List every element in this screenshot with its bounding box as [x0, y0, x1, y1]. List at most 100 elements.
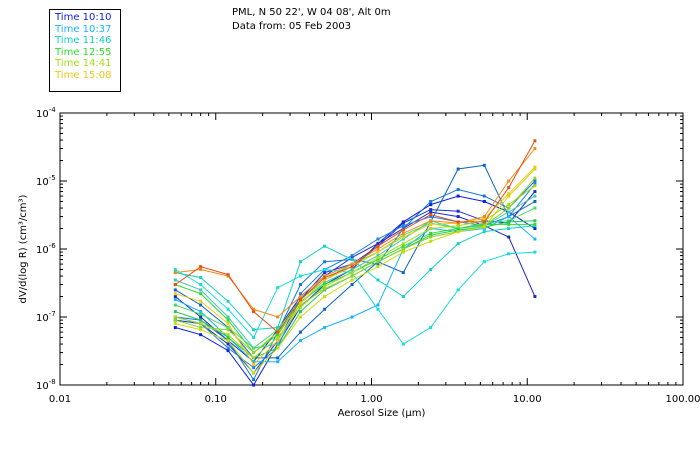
data-point — [376, 265, 380, 269]
data-point — [533, 190, 537, 194]
chart-header-date: Data from: 05 Feb 2003 — [232, 21, 352, 32]
data-point — [173, 292, 177, 296]
data-point — [482, 199, 486, 203]
data-point — [298, 274, 302, 278]
data-point — [482, 194, 486, 198]
y-tick-base: 10 — [36, 109, 49, 120]
data-point — [252, 346, 256, 350]
legend-entry: Time 15:08 — [55, 69, 112, 81]
data-point — [507, 192, 511, 196]
y-tick-base: 10 — [36, 245, 49, 256]
data-point — [533, 165, 537, 169]
data-point — [401, 228, 405, 232]
data-point — [456, 220, 460, 224]
data-point — [456, 187, 460, 191]
data-point — [199, 299, 203, 303]
data-point — [533, 182, 537, 186]
data-point — [199, 303, 203, 307]
data-point — [401, 244, 405, 248]
data-point — [298, 303, 302, 307]
data-point — [401, 235, 405, 239]
data-point — [533, 167, 537, 171]
data-point — [533, 227, 537, 231]
data-point — [429, 199, 433, 203]
data-point — [323, 274, 327, 278]
data-point — [507, 235, 511, 239]
data-point — [429, 222, 433, 226]
data-point — [252, 383, 256, 387]
data-point — [199, 318, 203, 322]
plot-frame — [59, 112, 684, 386]
data-point — [173, 267, 177, 271]
data-point — [376, 262, 380, 266]
x-tick-label: 100.00 — [666, 394, 700, 405]
data-point — [350, 274, 354, 278]
data-point — [376, 303, 380, 307]
data-point — [350, 267, 354, 271]
data-point — [401, 295, 405, 299]
data-point — [376, 260, 380, 264]
y-tick-exponent: -5 — [49, 174, 56, 182]
data-point — [350, 283, 354, 287]
data-point — [456, 242, 460, 246]
data-point — [350, 278, 354, 282]
data-point — [429, 326, 433, 330]
data-point — [173, 288, 177, 292]
data-point — [298, 283, 302, 287]
data-point — [350, 258, 354, 262]
data-point — [173, 315, 177, 319]
data-point — [507, 186, 511, 190]
data-point — [298, 330, 302, 334]
data-point — [226, 335, 230, 339]
data-point — [401, 227, 405, 231]
data-point — [226, 273, 230, 277]
legend-entry: Time 14:41 — [55, 58, 112, 69]
data-point — [199, 283, 203, 287]
data-point — [456, 215, 460, 219]
data-point — [276, 326, 280, 330]
data-point — [429, 267, 433, 271]
data-point — [482, 163, 486, 167]
data-point — [533, 219, 537, 223]
data-point — [298, 301, 302, 305]
data-point — [199, 315, 203, 319]
data-point — [507, 215, 511, 219]
data-point — [173, 303, 177, 307]
data-point — [199, 328, 203, 332]
data-point — [533, 179, 537, 183]
data-point — [276, 346, 280, 350]
data-point — [533, 176, 537, 180]
data-point — [173, 295, 177, 299]
data-point — [298, 299, 302, 303]
data-point — [252, 307, 256, 311]
data-point — [401, 250, 405, 254]
data-point — [226, 315, 230, 319]
data-point — [252, 378, 256, 382]
data-point — [252, 363, 256, 367]
x-tick-label: 0.01 — [49, 394, 71, 405]
data-point — [507, 220, 511, 224]
data-point — [482, 215, 486, 219]
data-point — [376, 278, 380, 282]
data-point — [323, 244, 327, 248]
data-point — [376, 255, 380, 259]
data-point — [276, 315, 280, 319]
data-point — [276, 342, 280, 346]
data-point — [199, 310, 203, 314]
y-tick-label: 10-7 — [36, 310, 56, 324]
data-point — [323, 271, 327, 275]
data-point — [376, 258, 380, 262]
data-point — [456, 224, 460, 228]
data-point — [226, 322, 230, 326]
data-point — [173, 271, 177, 275]
data-point — [252, 351, 256, 355]
data-point — [533, 147, 537, 151]
data-point — [252, 310, 256, 314]
data-point — [429, 231, 433, 235]
y-tick-label: 10-6 — [36, 242, 56, 256]
y-tick-exponent: -6 — [49, 242, 57, 250]
data-point — [252, 356, 256, 360]
data-point — [199, 265, 203, 269]
data-point — [533, 206, 537, 210]
data-point — [533, 295, 537, 299]
